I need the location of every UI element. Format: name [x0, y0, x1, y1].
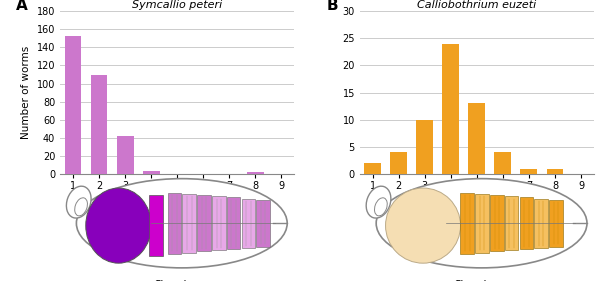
FancyBboxPatch shape — [149, 195, 163, 256]
FancyBboxPatch shape — [475, 194, 489, 253]
Ellipse shape — [366, 186, 391, 218]
FancyBboxPatch shape — [256, 200, 270, 247]
Bar — [364, 163, 381, 174]
FancyBboxPatch shape — [197, 195, 211, 251]
Text: Chamber: Chamber — [153, 280, 201, 281]
Title: Calliobothrium euzeti: Calliobothrium euzeti — [417, 1, 536, 10]
Ellipse shape — [386, 188, 461, 263]
Bar — [469, 103, 485, 174]
Text: Chamber: Chamber — [453, 280, 501, 281]
FancyBboxPatch shape — [182, 194, 196, 253]
Bar — [520, 169, 538, 174]
FancyBboxPatch shape — [505, 196, 518, 250]
FancyBboxPatch shape — [168, 193, 181, 254]
Bar — [442, 44, 460, 174]
Text: B: B — [327, 0, 338, 13]
Y-axis label: Number of worms: Number of worms — [21, 46, 31, 139]
FancyBboxPatch shape — [549, 200, 563, 247]
FancyBboxPatch shape — [242, 199, 255, 248]
FancyBboxPatch shape — [520, 198, 533, 249]
FancyBboxPatch shape — [490, 195, 503, 251]
Ellipse shape — [67, 186, 91, 218]
Bar — [116, 136, 134, 174]
Bar — [65, 36, 82, 174]
Bar — [247, 172, 263, 174]
FancyBboxPatch shape — [534, 199, 548, 248]
Bar — [416, 120, 433, 174]
Ellipse shape — [86, 188, 151, 263]
Bar — [547, 169, 563, 174]
Ellipse shape — [75, 198, 88, 216]
Bar — [391, 152, 407, 174]
Bar — [494, 152, 511, 174]
Text: A: A — [16, 0, 27, 13]
Bar — [91, 74, 107, 174]
Ellipse shape — [376, 179, 587, 268]
Bar — [143, 171, 160, 174]
Title: Symcallio peteri: Symcallio peteri — [132, 1, 222, 10]
FancyBboxPatch shape — [227, 198, 241, 249]
Ellipse shape — [374, 198, 387, 216]
FancyBboxPatch shape — [460, 193, 474, 254]
FancyBboxPatch shape — [212, 196, 226, 250]
Ellipse shape — [76, 179, 287, 268]
